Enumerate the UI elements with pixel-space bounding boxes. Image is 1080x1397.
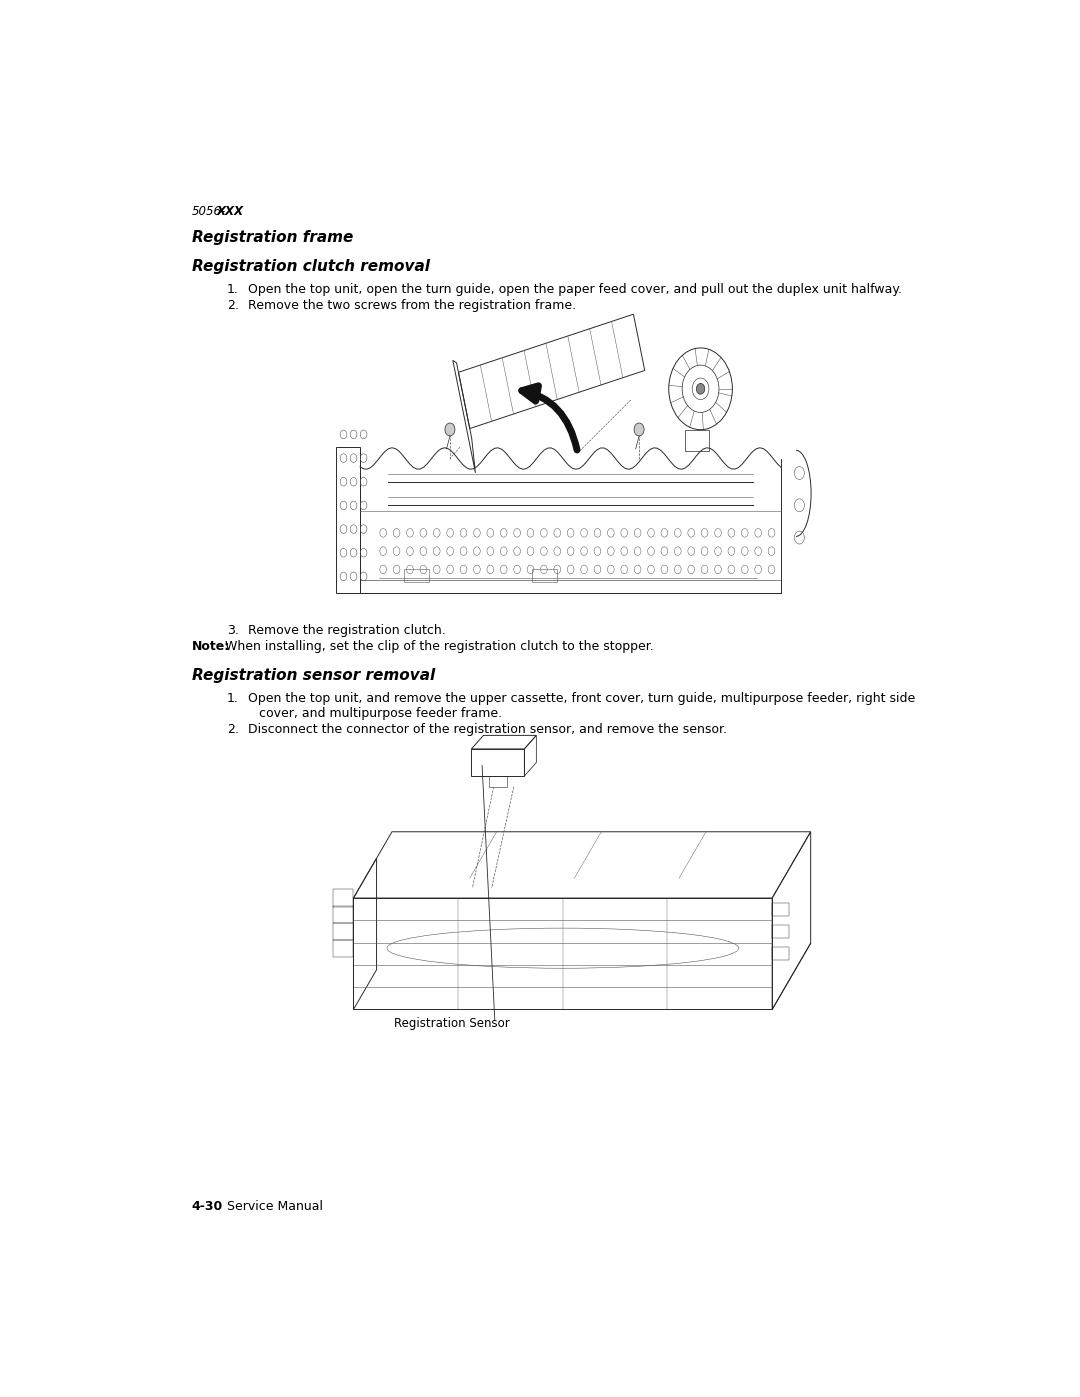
Circle shape xyxy=(634,423,644,436)
Text: Open the top unit, and remove the upper cassette, front cover, turn guide, multi: Open the top unit, and remove the upper … xyxy=(248,692,915,704)
Text: 2.: 2. xyxy=(227,299,239,312)
Circle shape xyxy=(445,423,455,436)
Text: cover, and multipurpose feeder frame.: cover, and multipurpose feeder frame. xyxy=(259,707,502,719)
Text: Disconnect the connector of the registration sensor, and remove the sensor.: Disconnect the connector of the registra… xyxy=(248,722,727,736)
Text: Registration sensor removal: Registration sensor removal xyxy=(192,668,435,683)
Text: Remove the two screws from the registration frame.: Remove the two screws from the registrat… xyxy=(248,299,576,312)
Text: Registration clutch removal: Registration clutch removal xyxy=(192,258,430,274)
Text: 1.: 1. xyxy=(227,282,239,296)
Text: 1.: 1. xyxy=(227,692,239,704)
Text: 3.: 3. xyxy=(227,623,239,637)
Text: 5056-: 5056- xyxy=(192,205,226,218)
Text: Note:: Note: xyxy=(192,640,230,652)
Text: Registration Sensor: Registration Sensor xyxy=(394,1017,510,1031)
Text: Service Manual: Service Manual xyxy=(227,1200,323,1213)
Text: 4-30: 4-30 xyxy=(192,1200,224,1213)
Text: When installing, set the clip of the registration clutch to the stopper.: When installing, set the clip of the reg… xyxy=(226,640,654,652)
Text: Open the top unit, open the turn guide, open the paper feed cover, and pull out : Open the top unit, open the turn guide, … xyxy=(248,282,902,296)
Text: 2.: 2. xyxy=(227,722,239,736)
Circle shape xyxy=(697,383,705,394)
Text: Registration frame: Registration frame xyxy=(192,231,353,244)
Text: XXX: XXX xyxy=(217,205,244,218)
Text: Remove the registration clutch.: Remove the registration clutch. xyxy=(248,623,446,637)
